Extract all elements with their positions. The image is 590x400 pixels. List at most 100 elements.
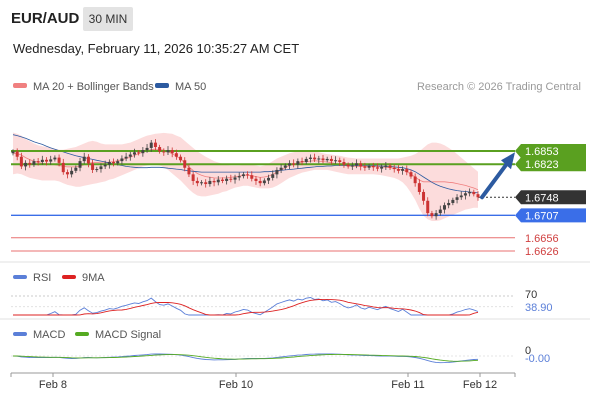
candle-body	[246, 174, 250, 176]
candle-body	[57, 157, 61, 163]
candle-body	[409, 172, 413, 177]
candle-body	[296, 161, 300, 165]
candle-body	[191, 174, 195, 181]
macd-pane	[11, 353, 515, 364]
candle-body	[355, 163, 359, 166]
candle-body	[229, 178, 233, 180]
candle-body	[116, 161, 120, 164]
macd-signal-legend-swatch	[75, 332, 89, 336]
symbol-title: EUR/AUD	[11, 10, 80, 27]
timeframe-badge[interactable]: 30 MIN	[83, 7, 133, 31]
macd-legend: MACD MACD Signal	[13, 329, 161, 341]
rsi-level-label: 70	[525, 289, 537, 301]
candle-body	[426, 200, 430, 214]
candle-body	[325, 158, 329, 161]
candle-body	[401, 169, 405, 171]
rsi-ma-legend-label: 9MA	[82, 272, 105, 284]
candle-body	[472, 191, 476, 195]
candle-body	[204, 182, 208, 185]
candle-body	[45, 159, 49, 162]
resistance-2-tag	[515, 157, 586, 172]
resistance-2-label: 1.6823	[525, 159, 559, 171]
candle-body	[413, 176, 417, 184]
rsi-line	[13, 297, 479, 316]
candle-body	[300, 161, 304, 163]
x-tick-label: Feb 8	[39, 379, 67, 391]
current-price-tag	[515, 190, 586, 205]
candle-body	[49, 159, 53, 162]
candle-body	[137, 152, 141, 154]
candle-body	[442, 205, 446, 210]
ma50-legend-label: MA 50	[175, 81, 206, 93]
rsi-legend-label: RSI	[33, 272, 51, 284]
resistance-1-label: 1.6853	[525, 146, 559, 158]
x-axis: Feb 8 Feb 10 Feb 11 Feb 12	[10, 373, 516, 391]
candle-body	[28, 162, 32, 165]
candle-body	[61, 162, 65, 173]
target-2-label: 1.6626	[525, 246, 559, 258]
candle-body	[233, 177, 237, 180]
candle-body	[86, 156, 90, 164]
candle-body	[166, 150, 170, 153]
candle-body	[258, 180, 262, 184]
candle-body	[82, 156, 86, 162]
candle-body	[476, 194, 480, 198]
candle-body	[208, 180, 212, 185]
candle-body	[304, 158, 308, 163]
candle-body	[149, 142, 153, 148]
candle-body	[220, 179, 224, 181]
candle-body	[19, 156, 23, 167]
candle-body	[388, 165, 392, 168]
candle-body	[32, 161, 36, 165]
candle-body	[346, 164, 350, 167]
main-legend: MA 20 + Bollinger Bands MA 50 Research ©…	[13, 81, 581, 93]
macd-legend-label: MACD	[33, 329, 65, 341]
candle-body	[212, 180, 216, 183]
candle-body	[78, 161, 82, 168]
ma20-legend-swatch	[13, 83, 27, 88]
ma50-legend-swatch	[155, 83, 169, 88]
current-price-label: 1.6748	[525, 192, 559, 204]
forecast-arrow-head	[501, 152, 515, 170]
rsi-legend-swatch	[13, 275, 27, 279]
candle-body	[338, 160, 342, 163]
candle-body	[216, 179, 220, 183]
candle-body	[375, 167, 379, 169]
candle-body	[317, 158, 321, 160]
macd-level-label: 0	[525, 345, 531, 357]
candle-body	[350, 165, 354, 167]
candle-body	[107, 162, 111, 165]
candle-body	[112, 162, 116, 164]
candle-body	[237, 176, 241, 178]
candle-body	[74, 167, 78, 171]
candle-body	[187, 167, 191, 175]
candle-body	[380, 166, 384, 169]
ma20-legend-label: MA 20 + Bollinger Bands	[33, 81, 154, 93]
candle-body	[200, 182, 204, 184]
candle-body	[170, 150, 174, 154]
candle-body	[128, 154, 132, 157]
resistance-1-tag	[515, 144, 586, 158]
candle-body	[132, 152, 136, 155]
candles	[11, 139, 480, 220]
rsi-pane	[11, 295, 515, 316]
candle-body	[275, 169, 279, 175]
candle-body	[292, 163, 296, 165]
macd-signal-line	[13, 353, 479, 362]
candle-body	[124, 156, 128, 159]
support-1-label: 1.6707	[525, 210, 559, 222]
candle-body	[447, 202, 451, 206]
candle-body	[267, 177, 271, 181]
x-tick-label: Feb 12	[463, 379, 497, 391]
rsi-ma-legend-swatch	[62, 275, 76, 279]
candle-body	[463, 193, 467, 196]
target-1-label: 1.6656	[525, 233, 559, 245]
candle-body	[422, 191, 426, 201]
candle-body	[120, 158, 124, 162]
candle-body	[153, 142, 157, 148]
candle-body	[241, 174, 245, 177]
chart-header: EUR/AUD 30 MIN	[0, 0, 590, 36]
candle-body	[103, 164, 107, 167]
